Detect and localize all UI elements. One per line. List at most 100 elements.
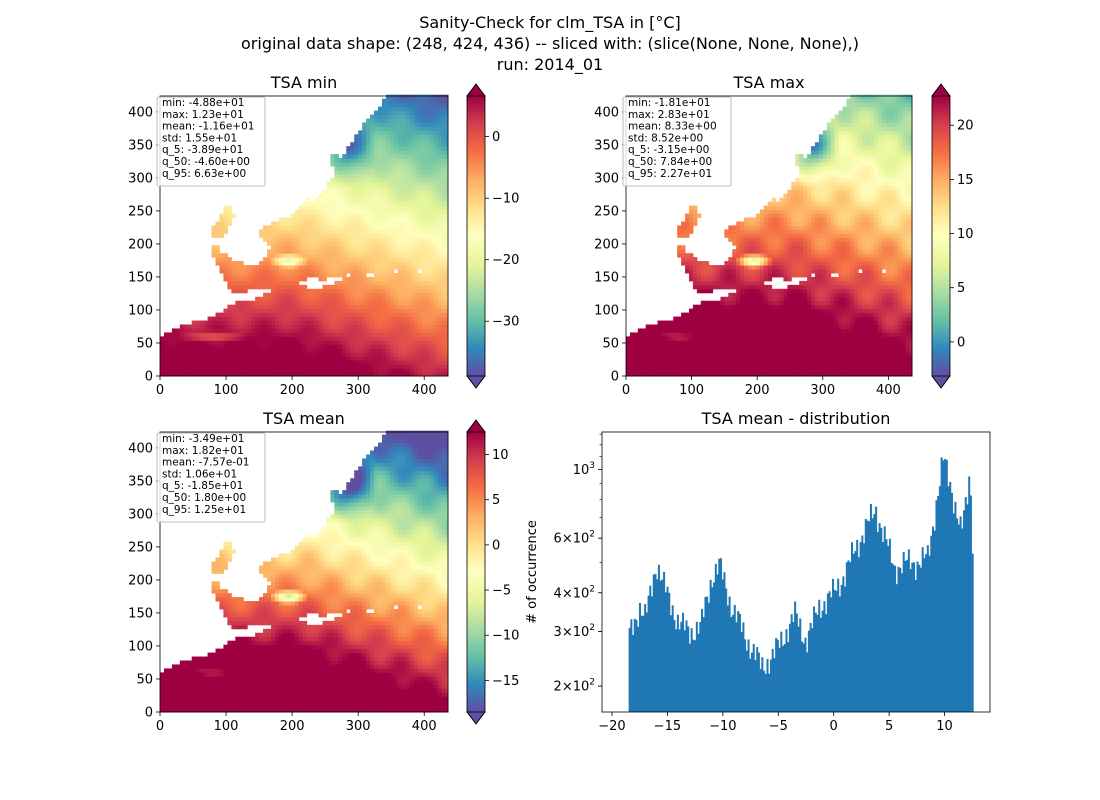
heatmap-cell	[405, 265, 411, 270]
heatmap-cell	[298, 296, 304, 302]
heatmap-cell	[814, 276, 820, 282]
heatmap-cell	[787, 328, 792, 333]
heatmap-cell	[191, 340, 197, 345]
heatmap-cell	[803, 312, 808, 318]
heatmap-cell	[302, 217, 308, 222]
heatmap-cell	[732, 276, 737, 282]
heatmap-cell	[377, 320, 383, 325]
heatmap-cell	[445, 122, 449, 127]
heatmap-cell	[175, 364, 181, 369]
heatmap-cell	[433, 189, 438, 195]
heatmap-cell	[437, 189, 442, 195]
heatmap-cell	[330, 201, 335, 207]
heatmap-cell	[302, 245, 308, 250]
heatmap-cell	[814, 189, 820, 195]
heatmap-cell	[286, 280, 292, 286]
heatmap-cell	[389, 94, 395, 100]
heatmap-cell	[795, 356, 800, 361]
heatmap-cell	[759, 269, 765, 274]
heatmap-cell	[247, 316, 252, 322]
heatmap-cell	[433, 320, 438, 325]
heatmap-cell	[374, 146, 379, 151]
heatmap-cell	[314, 300, 320, 306]
heatmap-cell	[338, 364, 343, 369]
heatmap-cell	[397, 166, 403, 171]
heatmap-cell	[688, 336, 694, 341]
heatmap-cell	[389, 296, 395, 302]
heatmap-cell	[445, 316, 449, 322]
heatmap-cell	[263, 300, 268, 306]
heatmap-cell	[397, 221, 403, 226]
heatmap-cell	[810, 352, 816, 357]
heatmap-cell	[358, 292, 363, 298]
heatmap-cell	[374, 130, 379, 135]
heatmap-cell	[421, 257, 427, 262]
heatmap-cell	[803, 272, 808, 278]
heatmap-cell	[783, 316, 788, 322]
heatmap-cell	[413, 276, 419, 282]
heatmap-cell	[429, 344, 434, 349]
heatmap-cell	[191, 356, 197, 361]
heatmap-cell	[665, 332, 670, 337]
heatmap-cell	[354, 368, 359, 373]
heatmap-cell	[441, 284, 446, 290]
heatmap-cell	[397, 177, 403, 183]
heatmap-cell	[385, 142, 391, 147]
heatmap-cell	[409, 316, 415, 322]
heatmap-cell	[381, 193, 387, 199]
heatmap-cell	[437, 320, 442, 325]
heatmap-cell	[366, 173, 371, 179]
heatmap-cell	[437, 372, 442, 377]
heatmap-cell	[362, 189, 367, 195]
heatmap-cell	[278, 296, 284, 302]
heatmap-cell	[401, 146, 407, 151]
heatmap-cell	[338, 197, 343, 203]
heatmap-cell	[677, 316, 682, 322]
heatmap-cell	[354, 269, 359, 274]
heatmap-cell	[677, 344, 682, 349]
heatmap-cell	[389, 304, 395, 310]
heatmap-cell	[350, 360, 355, 365]
heatmap-cell	[393, 118, 399, 123]
heatmap-cell	[199, 364, 205, 369]
heatmap-cell	[763, 253, 769, 258]
heatmap-cell	[409, 166, 415, 171]
heatmap-cell	[425, 114, 430, 119]
heatmap-cell	[358, 288, 363, 294]
heatmap-cell	[763, 284, 769, 290]
heatmap-cell	[326, 245, 331, 250]
heatmap-cell	[421, 276, 427, 282]
heatmap-cell	[409, 324, 415, 329]
heatmap-cell	[791, 316, 796, 322]
heatmap-cell	[433, 253, 438, 258]
heatmap-cell	[748, 276, 753, 282]
heatmap-cell	[755, 272, 761, 278]
heatmap-cell	[692, 352, 698, 357]
heatmap-cell	[215, 312, 220, 318]
heatmap-cell	[425, 146, 430, 151]
heatmap-cell	[199, 356, 205, 361]
heatmap-cell	[799, 154, 804, 159]
heatmap-cell	[255, 276, 260, 282]
heatmap-cell	[318, 233, 323, 238]
heatmap-cell	[732, 272, 737, 278]
heatmap-cell	[728, 257, 733, 262]
heatmap-cell	[270, 257, 276, 262]
heatmap-cell	[219, 225, 224, 230]
heatmap-cell	[326, 197, 331, 203]
heatmap-cell	[787, 288, 792, 294]
heatmap-cell	[795, 158, 800, 163]
heatmap-cell	[350, 344, 355, 349]
heatmap-cell	[354, 177, 359, 183]
heatmap-cell	[425, 110, 430, 115]
heatmap-cell	[417, 150, 423, 155]
heatmap-cell	[401, 276, 407, 282]
heatmap-cell	[243, 320, 248, 325]
heatmap-cell	[681, 344, 686, 349]
heatmap-cell	[744, 332, 749, 337]
heatmap-cell	[413, 166, 419, 171]
heatmap-cell	[724, 352, 729, 357]
heatmap-cell	[708, 348, 714, 353]
heatmap-cell	[334, 201, 339, 207]
heatmap-cell	[290, 276, 296, 282]
